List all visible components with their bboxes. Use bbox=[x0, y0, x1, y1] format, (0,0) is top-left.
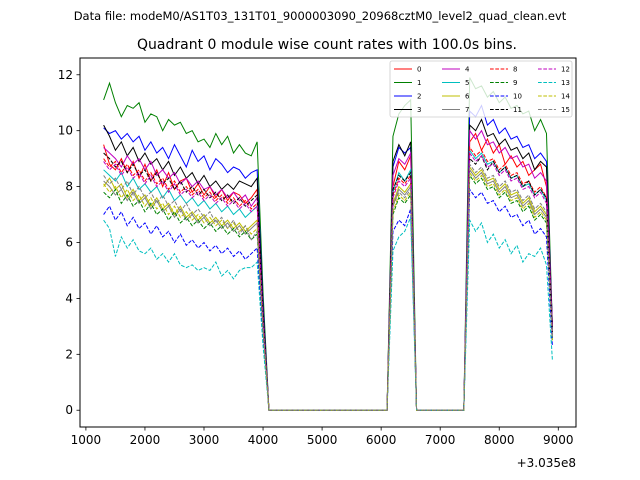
x-tick-label: 1000 bbox=[71, 433, 102, 447]
y-tick-label: 2 bbox=[65, 347, 73, 361]
plot-frame bbox=[79, 57, 577, 428]
legend-label-2: 2 bbox=[417, 93, 421, 101]
legend-label-1: 1 bbox=[417, 79, 421, 87]
x-tick-label: 5000 bbox=[307, 433, 338, 447]
legend-label-5: 5 bbox=[465, 79, 469, 87]
legend-label-9: 9 bbox=[513, 79, 517, 87]
legend-label-13: 13 bbox=[561, 79, 570, 87]
x-tick-label: 8000 bbox=[484, 433, 515, 447]
legend-label-6: 6 bbox=[465, 93, 470, 101]
chart-title: Quadrant 0 module wise count rates with … bbox=[137, 37, 517, 53]
y-tick-label: 6 bbox=[65, 236, 73, 250]
legend-label-7: 7 bbox=[465, 106, 469, 114]
chart-suptitle: Data file: modeM0/AS1T03_131T01_90000030… bbox=[74, 9, 567, 23]
y-tick-label: 4 bbox=[65, 291, 73, 305]
legend-label-3: 3 bbox=[417, 106, 421, 114]
legend-label-15: 15 bbox=[561, 106, 570, 114]
series-line-9 bbox=[103, 173, 553, 411]
x-tick-label: 6000 bbox=[366, 433, 397, 447]
legend-label-12: 12 bbox=[561, 66, 570, 74]
x-tick-label: 7000 bbox=[425, 433, 456, 447]
x-tick-label: 9000 bbox=[543, 433, 574, 447]
series-line-15 bbox=[103, 162, 553, 411]
legend-label-10: 10 bbox=[513, 93, 522, 101]
legend-label-8: 8 bbox=[513, 66, 517, 74]
x-tick-label: 4000 bbox=[248, 433, 279, 447]
legend-label-0: 0 bbox=[417, 66, 421, 74]
y-tick-label: 8 bbox=[65, 180, 73, 194]
series-line-12 bbox=[103, 151, 553, 411]
legend-label-4: 4 bbox=[465, 66, 470, 74]
y-tick-label: 0 bbox=[65, 403, 73, 417]
legend-label-11: 11 bbox=[513, 106, 522, 114]
plot-lines bbox=[103, 77, 553, 411]
y-tick-label: 12 bbox=[58, 68, 73, 82]
x-tick-label: 3000 bbox=[189, 433, 220, 447]
legend-label-14: 14 bbox=[561, 93, 570, 101]
axes-ticks: 1000 2000 3000 4000 5000 6000 7000 8000 9000 0 2 4 6… bbox=[58, 68, 574, 447]
y-tick-label: 10 bbox=[58, 124, 73, 138]
legend-box bbox=[389, 60, 573, 118]
x-offset-label: +3.035e8 bbox=[517, 456, 576, 470]
x-tick-label: 2000 bbox=[130, 433, 161, 447]
